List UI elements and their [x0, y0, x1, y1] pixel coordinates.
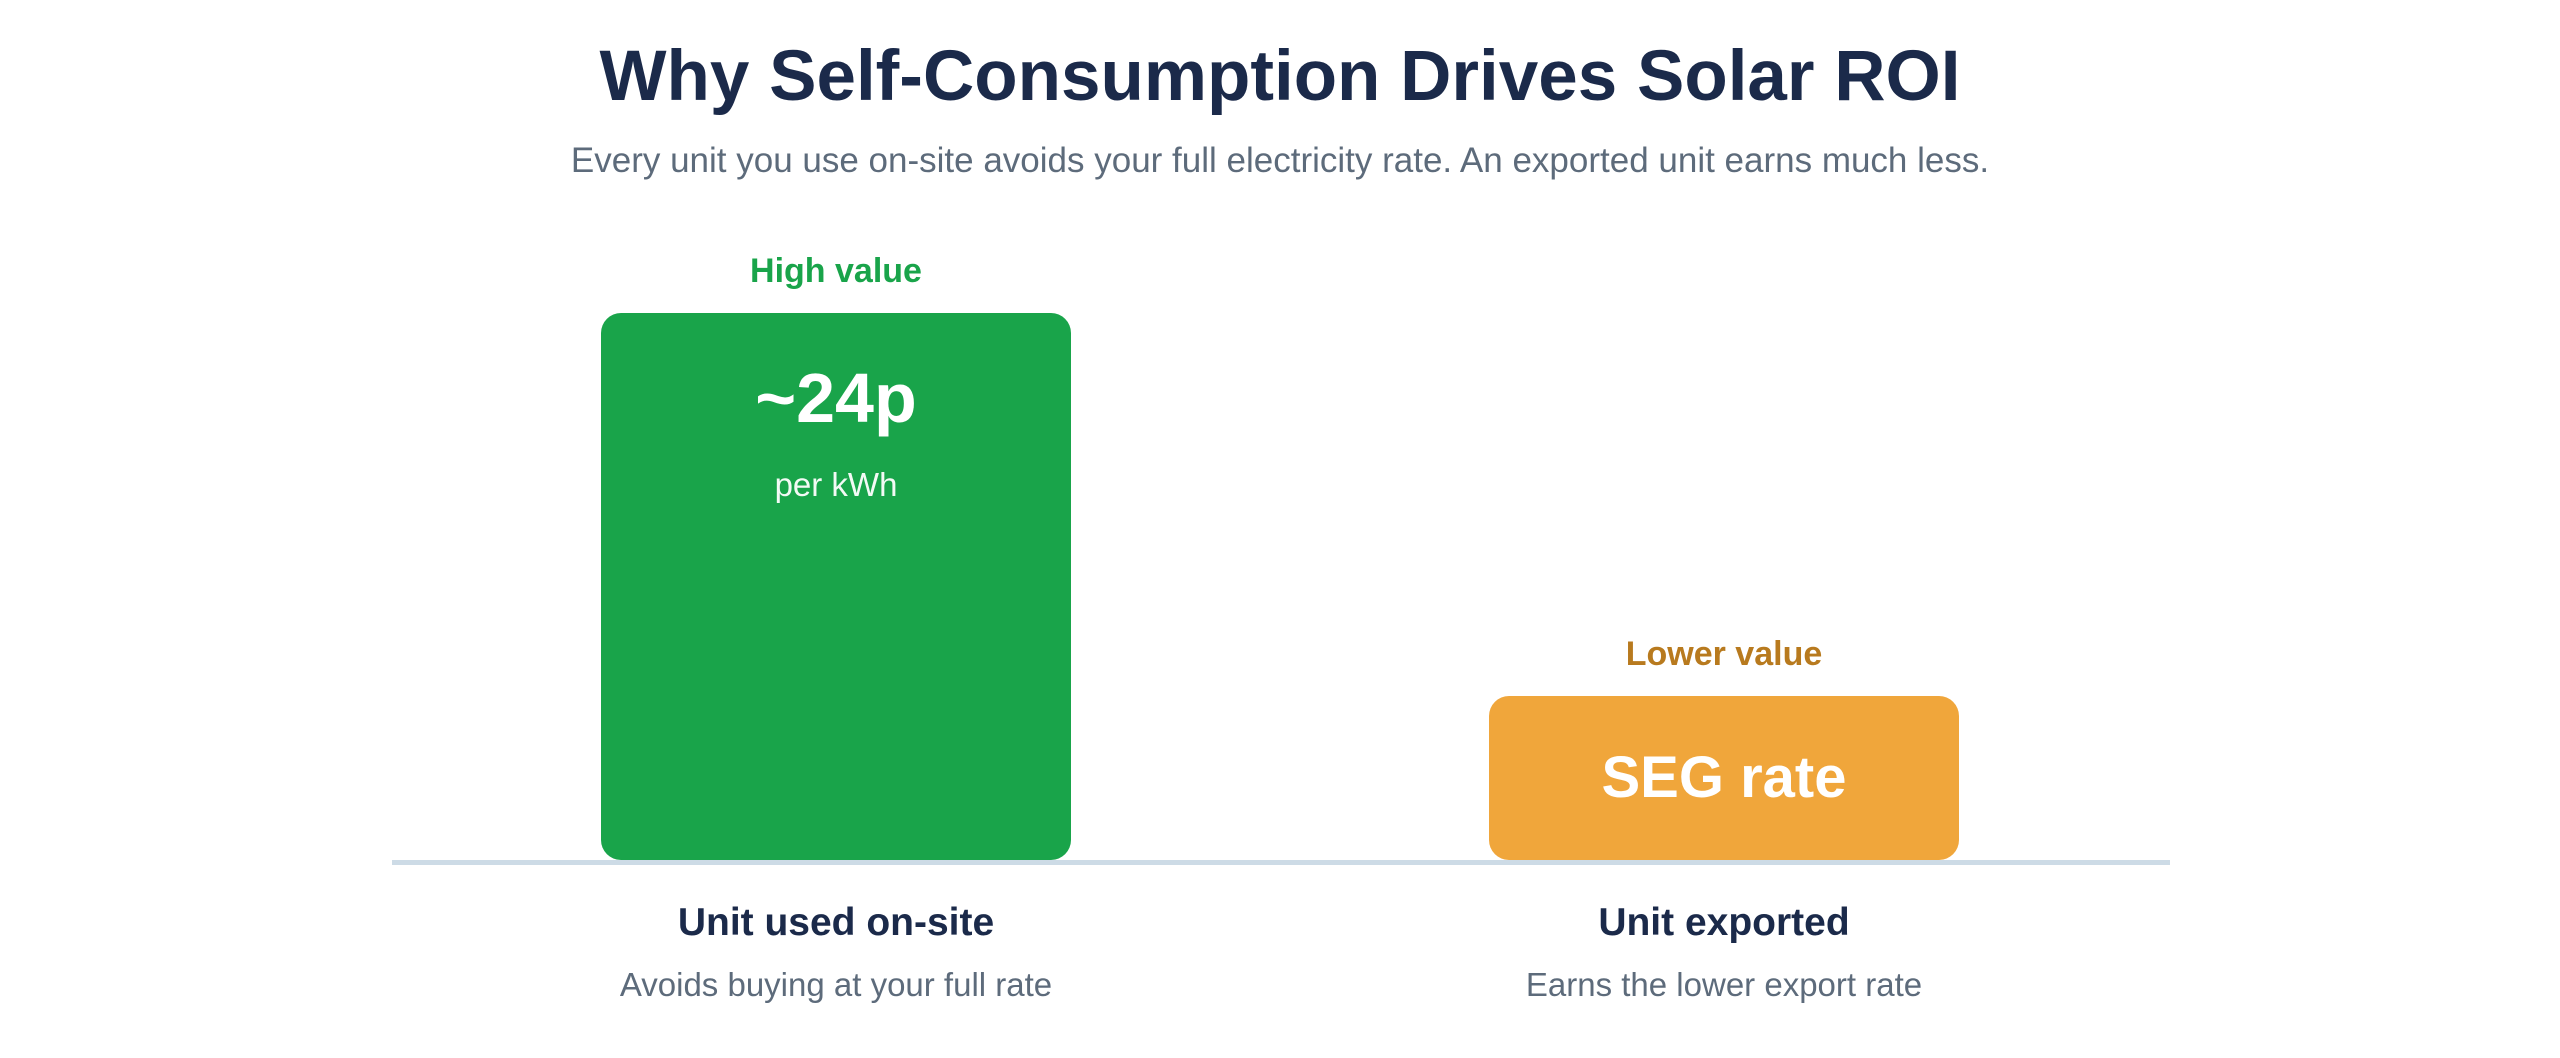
chart-title: Why Self-Consumption Drives Solar ROI [599, 37, 1961, 116]
category-description-unit-used-on-site: Avoids buying at your full rate [619, 966, 1053, 1003]
bar-unit-used-on-site: ~24p per kWh [601, 313, 1071, 860]
category-label-unit-used-on-site: Unit used on-site [677, 901, 995, 944]
bar-tag-unit-exported: Lower value [1625, 635, 1823, 673]
bar-value-label: SEG rate [1601, 745, 1847, 810]
bar-tag-unit-used-on-site: High value [750, 252, 922, 290]
category-description-unit-exported: Earns the lower export rate [1525, 966, 1923, 1003]
chart-subtitle: Every unit you use on-site avoids your f… [570, 141, 1990, 180]
bar-value-label: ~24p [755, 359, 917, 437]
bar-unit-exported: SEG rate [1489, 696, 1959, 860]
chart-baseline [392, 860, 2170, 865]
bar-unit-label: per kWh [774, 466, 898, 503]
category-label-unit-exported: Unit exported [1598, 901, 1850, 944]
